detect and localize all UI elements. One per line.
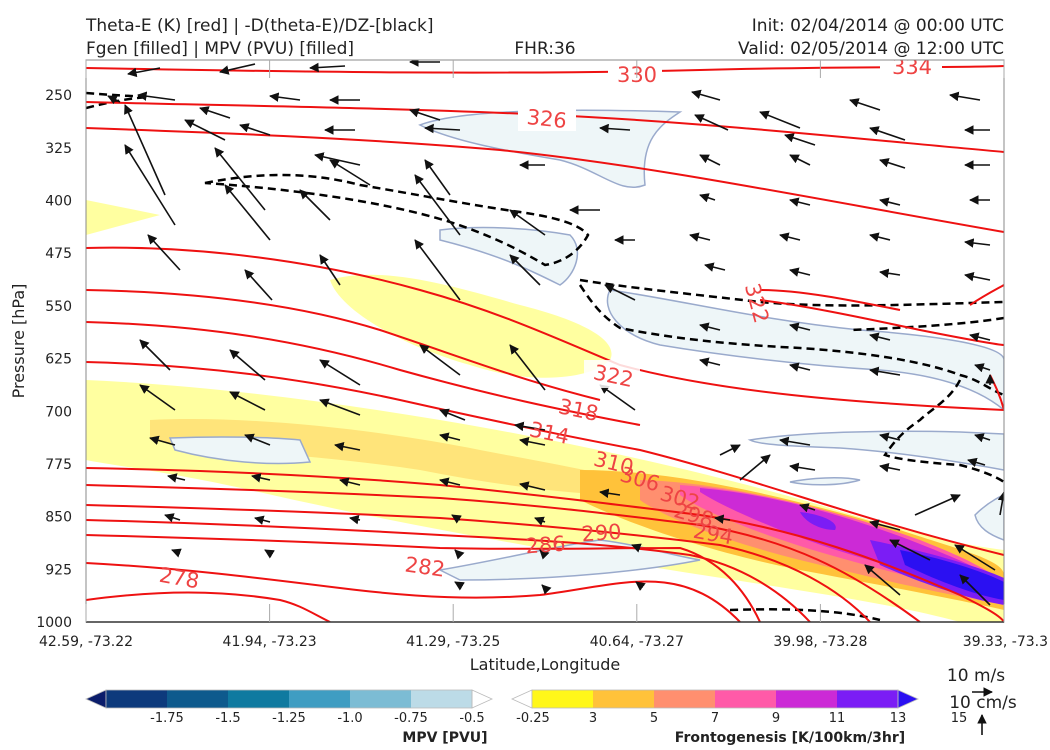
colorbar-tick-label: -1.75 — [150, 711, 184, 726]
colorbar-tick-label: -0.75 — [394, 711, 428, 726]
x-tick-label: 42.59, -73.22 — [39, 634, 133, 650]
colorbar-swatch — [106, 690, 168, 708]
title-left-line2: Fgen [filled] | MPV (PVU) [filled] — [86, 39, 354, 59]
colorbar-tick-label: -0.5 — [459, 711, 484, 726]
vector-key: 10 m/s 10 cm/s — [947, 666, 1017, 735]
plot-area: 330 334 326 322 322 318 314 310 306 302 … — [86, 55, 1004, 622]
y-tick-label: 700 — [45, 404, 72, 420]
frontogenesis-colorbar-title: Frontogenesis [K/100km/3hr] — [675, 730, 905, 746]
colorbar-swatch — [532, 690, 594, 708]
y-tick-label: 775 — [45, 457, 72, 473]
colorbar-swatch — [411, 690, 473, 708]
y-axis-label: Pressure [hPa] — [9, 284, 28, 399]
colorbar-extend-right — [471, 689, 493, 709]
y-tick-label: 250 — [45, 88, 72, 104]
colorbar-extend-left — [85, 689, 107, 709]
y-tick-label: 850 — [45, 510, 72, 526]
mpv-colorbar-title: MPV [PVU] — [402, 730, 487, 746]
colorbar-tick-label: -1.0 — [337, 711, 362, 726]
y-tick-label: 325 — [45, 141, 72, 157]
colorbar-swatch — [776, 690, 838, 708]
colorbar-outline — [105, 689, 473, 709]
colorbar-tick-label: 3 — [589, 711, 597, 726]
contour-label-326: 326 — [526, 105, 568, 133]
y-tick-label: 475 — [45, 246, 72, 262]
colorbar-outline — [531, 689, 899, 709]
colorbar-swatch — [228, 690, 290, 708]
colorbar-swatch — [350, 690, 412, 708]
colorbar-tick-label: 15 — [951, 711, 968, 726]
contour-label-286: 286 — [525, 532, 567, 559]
colorbar-swatch — [167, 690, 229, 708]
mpv-colorbar: -1.75 -1.5 -1.25 -1.0 -0.75 -0.5 -0.25 — [85, 689, 550, 726]
colorbar-tick-label: -0.25 — [516, 711, 550, 726]
x-tick-label: 40.64, -73.27 — [590, 634, 684, 650]
y-tick-label: 1000 — [36, 615, 72, 631]
vector-key-u-label: 10 m/s — [947, 666, 1005, 686]
x-tick-label: 39.33, -73.3 — [963, 634, 1048, 650]
colorbar-swatch — [654, 690, 716, 708]
contour-label-290: 290 — [581, 520, 623, 547]
frontogenesis-colorbar: 3 5 7 9 11 13 15 — [511, 689, 968, 726]
y-axis-ticks: 250 325 400 475 550 625 700 775 850 925 1000 — [36, 88, 72, 631]
colorbar-tick-label: 11 — [829, 711, 846, 726]
y-tick-label: 400 — [45, 194, 72, 210]
vector-key-w-label: 10 cm/s — [949, 693, 1017, 713]
x-axis-label: Latitude,Longitude — [470, 655, 621, 674]
wind-vectors — [107, 60, 1004, 606]
y-tick-label: 925 — [45, 562, 72, 578]
valid-time: Valid: 02/05/2014 @ 12:00 UTC — [738, 39, 1004, 59]
x-tick-label: 39.98, -73.28 — [773, 634, 867, 650]
x-tick-label: 41.29, -73.25 — [406, 634, 500, 650]
y-tick-label: 550 — [45, 299, 72, 315]
colorbar-swatch — [593, 690, 655, 708]
forecast-hour: FHR:36 — [514, 39, 575, 59]
x-axis-ticks: 42.59, -73.22 41.94, -73.23 41.29, -73.25 4… — [39, 60, 1048, 650]
colorbar-tick-label: -1.5 — [215, 711, 240, 726]
colorbar-tick-label: 7 — [711, 711, 719, 726]
colorbar-swatch — [715, 690, 777, 708]
colorbar-tick-label: 9 — [772, 711, 780, 726]
colorbar-tick-label: 5 — [650, 711, 658, 726]
colorbar-extend-left — [511, 689, 533, 709]
contour-label-282: 282 — [403, 552, 446, 581]
colorbar-swatch — [289, 690, 351, 708]
theta-e-contours — [86, 65, 1004, 622]
init-time: Init: 02/04/2014 @ 00:00 UTC — [752, 16, 1004, 36]
colorbar-swatch — [837, 690, 899, 708]
colorbar-tick-label: -1.25 — [272, 711, 306, 726]
contour-label-334: 334 — [892, 55, 932, 79]
title-left-line1: Theta-E (K) [red] | -D(theta-E)/DZ-[blac… — [85, 16, 434, 36]
colorbar-extend-right — [897, 689, 919, 709]
x-tick-label: 41.94, -73.23 — [223, 634, 317, 650]
y-tick-label: 625 — [45, 352, 72, 368]
colorbar-tick-label: 13 — [890, 711, 907, 726]
